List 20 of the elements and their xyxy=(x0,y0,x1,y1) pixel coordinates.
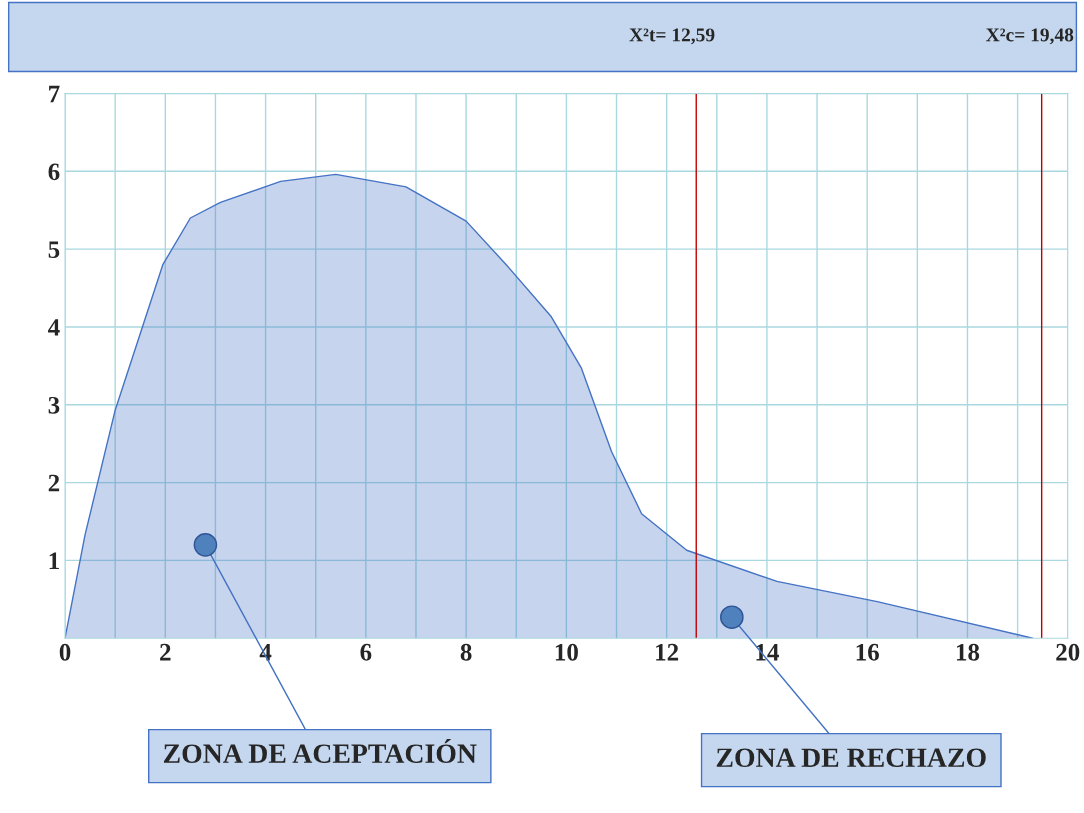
x-tick-label: 12 xyxy=(656,643,679,661)
annotation: ZONA DE ACEPTACIÓN xyxy=(163,739,477,764)
y-tick-label: 5 xyxy=(48,241,60,259)
text: X²c= 19,48 xyxy=(986,28,1074,45)
y-tick-label: 4 xyxy=(48,319,60,336)
x-tick-label: 8 xyxy=(460,643,472,661)
text: X²t= 12,59 xyxy=(629,28,715,45)
annotation: ZONA DE RECHAZO xyxy=(716,748,986,768)
x-tick-label: 16 xyxy=(856,643,879,661)
x-tick-label: 10 xyxy=(555,643,578,661)
x-tick-label: 20 xyxy=(1056,643,1080,661)
y-tick-label: 6 xyxy=(48,163,60,181)
y-tick-label: 7 xyxy=(49,85,60,103)
y-tick-label: 1 xyxy=(49,552,59,570)
x-tick-label: 0 xyxy=(59,643,71,661)
x-tick-label: 2 xyxy=(160,643,171,661)
y-tick-label: 2 xyxy=(48,474,60,492)
x-tick-label: 6 xyxy=(360,643,372,661)
x-tick-label: 18 xyxy=(956,643,980,661)
y-tick-label: 3 xyxy=(48,396,60,414)
